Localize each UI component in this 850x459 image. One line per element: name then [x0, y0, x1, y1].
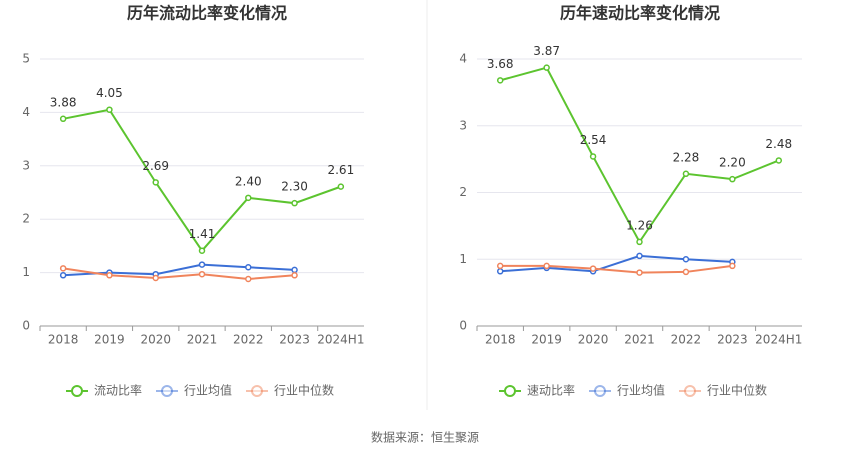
- legend-marker: [71, 385, 83, 397]
- point: [152, 179, 159, 186]
- legend-marker: [504, 385, 516, 397]
- point: [59, 272, 67, 279]
- x-tick-label: 2023: [717, 333, 748, 347]
- point: [198, 261, 206, 268]
- point: [543, 64, 550, 71]
- x-tick-label: 2024H1: [317, 333, 364, 347]
- y-tick-label: 3: [22, 158, 30, 172]
- y-tick-label: 3: [459, 118, 467, 132]
- x-tick-label: 2018: [48, 333, 79, 347]
- chart-title: 历年流动比率变化情况: [127, 4, 287, 23]
- value-label: 2.40: [235, 174, 262, 188]
- point: [496, 77, 504, 84]
- legend-label: 行业中位数: [707, 383, 767, 398]
- point: [496, 268, 504, 275]
- series-line: [500, 254, 733, 273]
- series-line: [500, 264, 733, 274]
- point: [682, 170, 690, 178]
- series-line: [63, 263, 295, 277]
- point: [775, 157, 783, 164]
- point: [636, 252, 643, 260]
- point: [152, 274, 159, 282]
- value-label: 1.41: [189, 227, 216, 241]
- point: [198, 270, 206, 278]
- value-label: 2.48: [765, 137, 792, 151]
- y-tick-label: 4: [22, 105, 30, 119]
- legend-label: 行业中位数: [274, 383, 334, 398]
- point: [589, 265, 597, 272]
- legend-marker: [594, 385, 606, 397]
- value-label: 2.20: [719, 156, 746, 170]
- legend-label: 速动比率: [527, 383, 575, 398]
- point: [543, 262, 550, 270]
- x-tick-label: 2021: [624, 333, 655, 347]
- value-label: 2.28: [673, 150, 700, 164]
- legend-label: 行业均值: [184, 383, 232, 398]
- value-label: 2.61: [327, 163, 354, 177]
- x-tick-label: 2020: [578, 333, 609, 347]
- y-tick-label: 2: [22, 212, 30, 226]
- point: [496, 262, 504, 270]
- x-tick-label: 2020: [140, 333, 171, 347]
- y-tick-label: 0: [22, 319, 30, 333]
- value-label: 1.26: [626, 218, 653, 232]
- x-tick-label: 2019: [94, 333, 125, 347]
- x-tick-label: 2019: [531, 333, 562, 347]
- y-tick-label: 5: [22, 52, 30, 66]
- point: [589, 153, 597, 160]
- series-line: [62, 267, 295, 281]
- legend-label: 行业均值: [617, 383, 665, 398]
- point: [245, 264, 252, 271]
- value-label: 3.88: [50, 95, 77, 109]
- x-tick-label: 2018: [485, 333, 516, 347]
- x-tick-label: 2021: [187, 333, 218, 347]
- y-tick-label: 1: [459, 252, 467, 266]
- point: [245, 275, 252, 283]
- value-label: 4.05: [96, 86, 123, 100]
- y-tick-label: 1: [22, 265, 30, 279]
- point: [291, 199, 298, 207]
- legend-label: 流动比率: [94, 383, 142, 398]
- value-label: 3.68: [487, 57, 514, 71]
- y-tick-label: 0: [459, 319, 467, 333]
- point: [729, 175, 736, 183]
- point: [636, 269, 643, 276]
- y-tick-label: 4: [459, 52, 467, 66]
- value-label: 2.54: [580, 133, 607, 147]
- point: [291, 272, 298, 279]
- point: [59, 115, 67, 123]
- legend-marker: [684, 385, 696, 397]
- value-label: 3.87: [533, 44, 560, 58]
- point: [337, 183, 345, 190]
- x-tick-label: 2022: [671, 333, 702, 347]
- x-tick-label: 2023: [279, 333, 310, 347]
- value-label: 2.69: [142, 159, 169, 173]
- chart-title: 历年速动比率变化情况: [560, 4, 720, 23]
- point: [59, 265, 67, 272]
- source: 数据来源：恒生聚源: [371, 430, 479, 445]
- point: [106, 106, 113, 113]
- point: [636, 238, 643, 246]
- point: [729, 262, 736, 270]
- point: [682, 256, 690, 263]
- y-tick-label: 2: [459, 185, 467, 199]
- legend-marker: [251, 385, 263, 397]
- point: [291, 266, 298, 274]
- point: [198, 247, 206, 254]
- point: [106, 272, 113, 279]
- legend-marker: [161, 385, 173, 397]
- x-tick-label: 2022: [233, 333, 264, 347]
- value-label: 2.30: [281, 180, 308, 194]
- x-tick-label: 2024H1: [755, 333, 802, 347]
- point: [682, 268, 690, 276]
- point: [245, 194, 252, 202]
